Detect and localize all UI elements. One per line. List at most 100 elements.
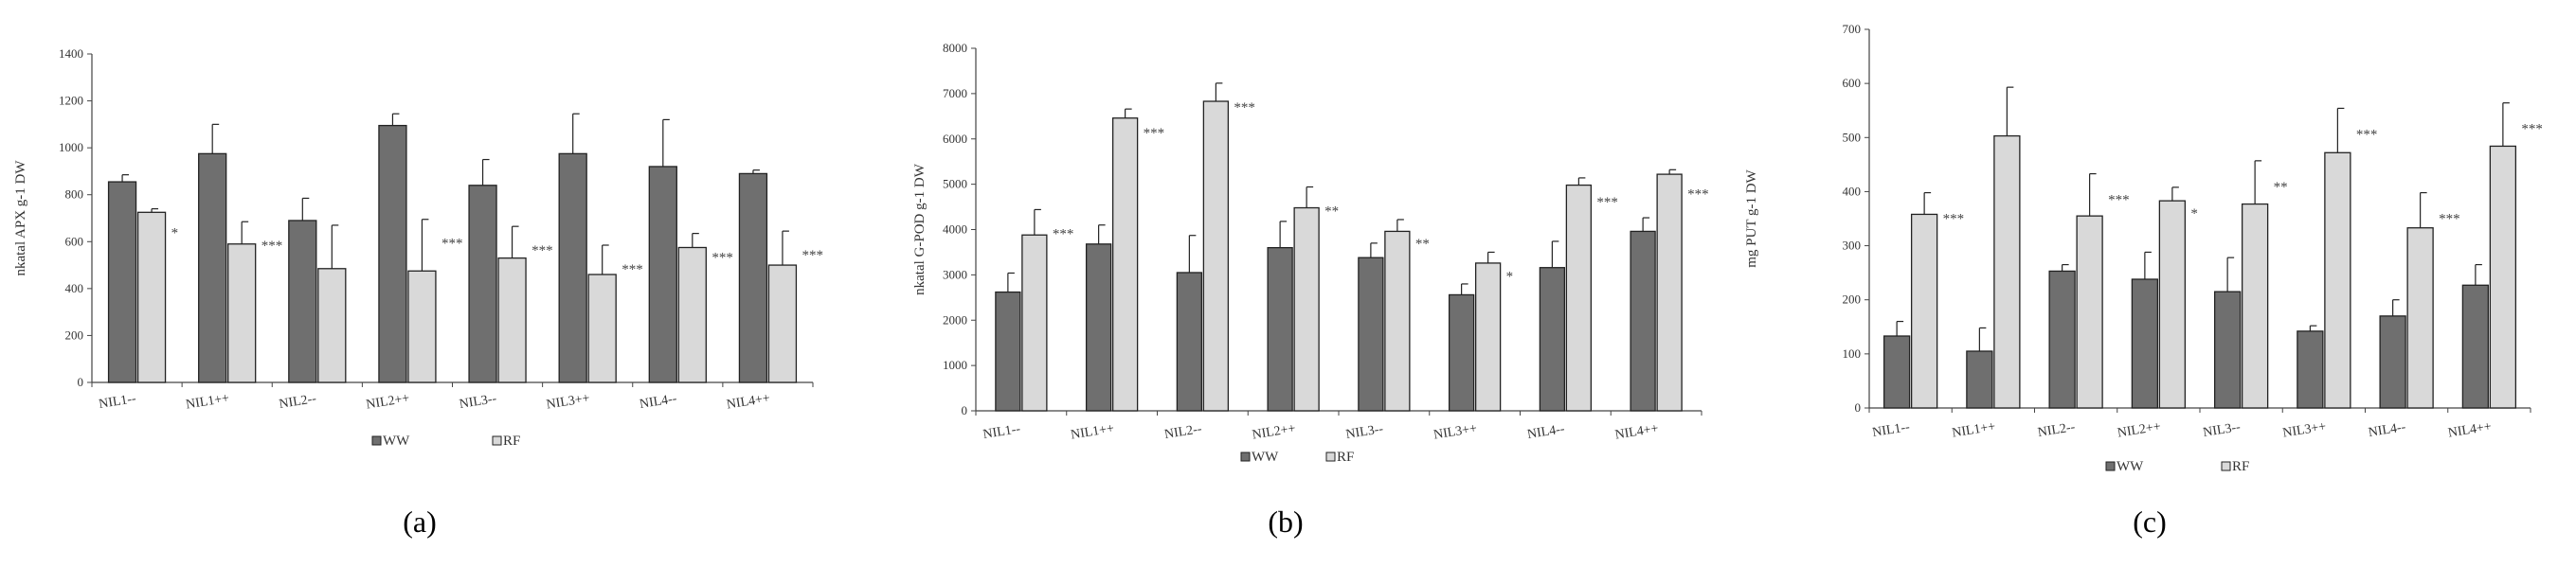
y-tick-label: 300 [1843, 239, 1862, 253]
y-tick-label: 700 [1843, 22, 1862, 36]
x-tick-label: NIL2++ [1252, 422, 1297, 443]
bar-rf [2076, 215, 2103, 409]
y-tick-label: 600 [65, 234, 84, 248]
y-tick-label: 1000 [59, 140, 83, 154]
y-tick-label: 0 [1855, 400, 1862, 415]
y-axis-label: nkatal APX g-1 DW [13, 160, 28, 276]
legend-label-ww: WW [1252, 450, 1279, 465]
bar-rf [497, 257, 527, 383]
y-axis-label: nkatal G-POD g-1 DW [912, 163, 928, 295]
significance-label: *** [531, 243, 553, 258]
bar-rf [2324, 151, 2351, 409]
bar-ww [2379, 315, 2406, 409]
panel-label-c: (c) [2133, 505, 2167, 539]
legend-swatch-rf [2221, 461, 2231, 471]
significance-label: *** [802, 248, 823, 263]
x-tick-label: NIL2-- [2037, 420, 2077, 440]
significance-label: *** [1687, 186, 1709, 202]
significance-label: *** [441, 237, 463, 252]
bar-rf [1202, 100, 1230, 412]
bar-ww [738, 172, 768, 383]
bar-rf [677, 246, 707, 383]
bar-ww [2131, 278, 2159, 409]
y-tick-label: 3000 [943, 267, 967, 281]
bar-rf [317, 268, 347, 383]
legend-swatch-ww [2105, 461, 2116, 471]
bar-ww [468, 185, 497, 383]
bar-ww [1630, 230, 1656, 412]
legend-swatch-rf [1325, 452, 1336, 462]
x-tick-label: NIL4++ [726, 392, 771, 413]
bar-ww [995, 291, 1021, 412]
y-tick-label: 400 [65, 281, 84, 295]
bar-rf [1656, 173, 1683, 412]
significance-label: *** [621, 262, 643, 277]
bar-rf [1993, 134, 2021, 409]
bar-ww [1085, 243, 1112, 412]
x-tick-label: NIL2++ [2117, 420, 2162, 441]
x-tick-label: NIL3++ [546, 392, 591, 413]
x-tick-label: NIL2-- [279, 392, 318, 412]
y-tick-label: 600 [1843, 76, 1862, 90]
bar-rf [587, 274, 617, 383]
x-tick-label: NIL4-- [1526, 422, 1566, 442]
bar-rf [767, 264, 798, 383]
legend-swatch-ww [371, 435, 382, 446]
y-tick-label: 1400 [59, 46, 83, 61]
chart-c: (c) 0 100 200 300 400 500 600 700 mg PUT g-1 DW *… [1744, 22, 2543, 539]
y-tick-label: 7000 [943, 86, 967, 100]
bar-ww [2048, 270, 2076, 409]
x-tick-label: NIL4++ [2447, 420, 2493, 441]
significance-label: *** [1144, 126, 1165, 141]
y-tick-label: 8000 [943, 41, 967, 55]
x-tick-label: NIL3++ [2281, 420, 2327, 441]
significance-label: ** [1324, 204, 1339, 219]
bar-ww [1267, 246, 1293, 412]
panel-label-a: (a) [403, 505, 437, 539]
bar-rf [1474, 262, 1502, 412]
x-tick-label: NIL3-- [1345, 422, 1385, 442]
bar-rf [2406, 227, 2434, 409]
bar-rf [1111, 117, 1139, 412]
y-tick-label: 5000 [943, 177, 967, 191]
y-tick-label: 200 [65, 328, 84, 342]
x-tick-label: NIL1-- [1871, 420, 1911, 440]
bar-ww [1448, 293, 1475, 412]
y-tick-label: 2000 [943, 312, 967, 327]
bar-rf [1021, 234, 1048, 412]
x-tick-label: NIL1-- [982, 422, 1022, 442]
significance-label: * [2190, 206, 2198, 221]
x-tick-label: NIL1++ [1951, 420, 1996, 441]
x-tick-label: NIL3-- [459, 392, 498, 412]
legend-label-ww: WW [2117, 459, 2144, 474]
significance-label: *** [2521, 122, 2543, 137]
bar-rf [2158, 200, 2187, 409]
legend-label-ww: WW [383, 434, 410, 449]
legend-label-rf: RF [2232, 459, 2249, 474]
bar-ww [2213, 291, 2242, 409]
x-tick-label: NIL1++ [1070, 422, 1115, 443]
y-tick-label: 500 [1843, 130, 1862, 144]
chart-a: (a) 0 200 400 600 800 1000 1200 1400 nkatal APX … [13, 46, 823, 539]
significance-label: ** [2274, 180, 2288, 195]
bar-ww [1882, 335, 1911, 409]
significance-label: *** [2108, 193, 2130, 208]
y-tick-label: 1200 [59, 94, 83, 108]
bar-ww [378, 124, 407, 383]
significance-label: *** [1053, 226, 1074, 241]
bar-ww [1358, 257, 1384, 412]
significance-label: *** [1234, 100, 1255, 115]
significance-label: * [171, 226, 179, 241]
x-tick-label: NIL4++ [1614, 422, 1660, 443]
y-tick-label: 6000 [943, 132, 967, 146]
legend-label-rf: RF [503, 434, 520, 449]
x-tick-label: NIL4-- [639, 392, 678, 412]
bar-ww [2297, 330, 2324, 409]
legend-label-rf: RF [1337, 450, 1354, 465]
x-tick-label: NIL1++ [185, 392, 230, 413]
legend-swatch-rf [492, 435, 502, 446]
x-tick-label: NIL3++ [1432, 422, 1478, 443]
x-tick-label: NIL3-- [2202, 420, 2242, 440]
significance-label: ** [1415, 237, 1430, 252]
bar-rf [1910, 213, 1938, 409]
